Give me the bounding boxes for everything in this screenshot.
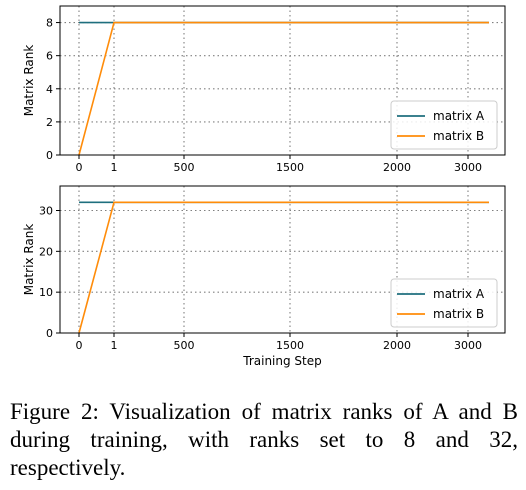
y-tick-label: 30 [39,205,53,218]
y-tick-label: 0 [46,327,53,340]
plot-frame [59,5,506,156]
legend: matrix A matrix B [390,278,498,328]
y-tick-label: 6 [46,50,53,63]
plot-frame [59,185,506,334]
x-tick-label: 500 [174,161,195,174]
x-tick-label: 500 [174,339,195,352]
x-tick-label: 3000 [454,339,482,352]
series-line-matrix-b [78,201,489,334]
x-tick-label: 1500 [276,339,304,352]
y-axis-label: Matrix Rank [22,45,36,117]
legend-box [390,278,498,328]
y-tick-label: 4 [46,83,53,96]
y-tick-label: 2 [46,116,53,129]
x-tick-label: 1500 [276,161,304,174]
y-tick-label: 0 [46,149,53,162]
x-tick-label: 2000 [383,339,411,352]
x-axis-label: Training Step [242,354,322,368]
x-tick-label: 2000 [383,161,411,174]
legend-label-matrix-b: matrix B [433,307,484,321]
x-tick-label: 0 [76,161,83,174]
legend-box [390,100,498,150]
y-tick-label: 10 [39,286,53,299]
y-tick-label: 8 [46,17,53,30]
x-tick-label: 1 [111,339,118,352]
x-tick-label: 3000 [454,161,482,174]
figure-caption: Figure 2: Visualization of matrix ranks … [10,399,518,480]
y-tick-label: 20 [39,245,53,258]
x-tick-label: 0 [76,339,83,352]
legend-label-matrix-a: matrix A [433,109,485,123]
series-line-matrix-b [78,21,489,156]
y-axis-label: Matrix Rank [22,224,36,296]
legend-label-matrix-b: matrix B [433,129,484,143]
legend: matrix A matrix B [390,100,498,150]
x-tick-label: 1 [111,161,118,174]
legend-label-matrix-a: matrix A [433,287,485,301]
